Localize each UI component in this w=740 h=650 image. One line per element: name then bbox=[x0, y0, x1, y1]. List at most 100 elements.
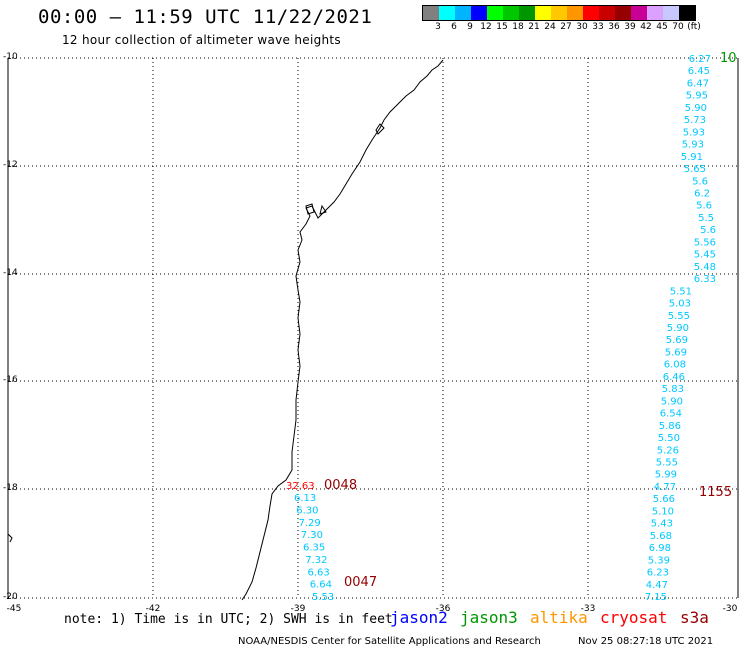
track-value-label: 5.90 bbox=[685, 103, 707, 114]
track-value-label: 5.69 bbox=[666, 335, 688, 346]
track-value-label: 5.73 bbox=[684, 115, 706, 126]
track-value-label: 6.63 bbox=[308, 567, 330, 578]
satellite-track-layer: 6.276.456.475.955.905.735.935.935.915.65… bbox=[286, 51, 737, 603]
scale-swatch bbox=[487, 6, 503, 20]
y-tick-label: -14 bbox=[3, 268, 18, 278]
track-value-label: 6.08 bbox=[664, 360, 686, 371]
x-tick-label: -42 bbox=[145, 604, 161, 614]
y-tick-label: -12 bbox=[3, 160, 18, 170]
track-value-label: 5.99 bbox=[655, 470, 677, 481]
track-value-label: 5.6 bbox=[692, 176, 708, 187]
scale-label: 27 bbox=[560, 22, 572, 32]
scale-swatch bbox=[631, 6, 647, 20]
track-value-label: 6.30 bbox=[296, 505, 318, 516]
scale-label: 18 bbox=[512, 22, 524, 32]
track-value-label: 5.83 bbox=[662, 384, 684, 395]
track-time-label: 0047 bbox=[344, 575, 377, 590]
track-value-label: 5.91 bbox=[681, 152, 703, 163]
scale-label: 24 bbox=[544, 22, 556, 32]
scale-swatch bbox=[439, 6, 455, 20]
scale-label: 70 bbox=[672, 22, 684, 32]
scale-swatch bbox=[519, 6, 535, 20]
track-value-label: 7.15 bbox=[645, 592, 667, 603]
track-value-label: 6.98 bbox=[649, 543, 671, 554]
track-value-label: 6.27 bbox=[689, 54, 711, 65]
x-tick-label: -30 bbox=[722, 604, 738, 614]
scale-label: 42 bbox=[640, 22, 652, 32]
track-value-label: 6.46 bbox=[663, 372, 685, 383]
scale-swatch bbox=[663, 6, 679, 20]
track-value-label: 5.55 bbox=[668, 311, 690, 322]
track-value-label: 6.13 bbox=[294, 493, 316, 504]
track-value-label: 5.95 bbox=[686, 91, 708, 102]
track-value-label: 6.45 bbox=[688, 66, 710, 77]
track-value-label: 5.55 bbox=[656, 458, 678, 469]
track-value-label: 6.35 bbox=[303, 543, 325, 554]
scale-label: 12 bbox=[480, 22, 492, 32]
scale-swatch bbox=[551, 6, 567, 20]
scale-label: 45 bbox=[656, 22, 668, 32]
track-value-label: 7.30 bbox=[301, 530, 323, 541]
map-title: 00:00 – 11:59 UTC 11/22/2021 bbox=[38, 6, 373, 28]
track-value-label: 6.23 bbox=[647, 568, 669, 579]
track-value-label: 5.68 bbox=[650, 531, 672, 542]
track-value-label: 5.65 bbox=[684, 164, 706, 175]
track-value-label: 6.47 bbox=[687, 78, 709, 89]
track-time-label: 0048 bbox=[324, 478, 357, 493]
legend-altika: altika bbox=[530, 608, 588, 627]
scale-label: 36 bbox=[608, 22, 620, 32]
track-value-label: 5.51 bbox=[670, 286, 692, 297]
track-value-label: 5.56 bbox=[694, 237, 716, 248]
x-tick-label: -45 bbox=[6, 604, 22, 614]
scale-swatch bbox=[423, 6, 439, 20]
track-value-label: 5.93 bbox=[682, 140, 704, 151]
track-value-label: 6.64 bbox=[310, 580, 332, 591]
track-value-label: 5.6 bbox=[700, 225, 716, 236]
track-value-label: 5.90 bbox=[667, 323, 689, 334]
track-value-label: 5.69 bbox=[665, 347, 687, 358]
y-tick-label: -10 bbox=[3, 52, 18, 62]
legend-cryosat: cryosat bbox=[600, 608, 668, 627]
scale-label: 39 bbox=[624, 22, 636, 32]
track-value-label: 6.33 bbox=[694, 274, 716, 285]
x-tick-label: -39 bbox=[290, 604, 306, 614]
track-value-label: 7.32 bbox=[305, 555, 327, 566]
scale-swatch bbox=[455, 6, 471, 20]
map-grid bbox=[7, 57, 739, 599]
track-value-label: 6.2 bbox=[694, 189, 710, 200]
track-value-label: 5.39 bbox=[648, 555, 670, 566]
footer-timestamp: Nov 25 08:27:18 UTC 2021 bbox=[578, 636, 714, 647]
y-tick-label: -20 bbox=[3, 592, 18, 602]
legend-jason3: jason3 bbox=[460, 608, 518, 627]
color-scale-labels: 3 6 9 12 15 18 21 24 27 30 33 36 39 42 45 70 (ft) bbox=[422, 22, 740, 34]
track-value-label: 6.54 bbox=[660, 409, 682, 420]
scale-label: 15 bbox=[496, 22, 508, 32]
track-value-label: 5.03 bbox=[669, 299, 691, 310]
scale-label: 21 bbox=[528, 22, 540, 32]
track-value-label: 5.26 bbox=[657, 445, 679, 456]
scale-label: (ft) bbox=[687, 22, 701, 32]
coastline bbox=[241, 59, 444, 601]
track-value-label: 5.93 bbox=[683, 127, 705, 138]
y-tick-label: -18 bbox=[3, 483, 18, 493]
footer-credit: NOAA/NESDIS Center for Satellite Applica… bbox=[238, 636, 541, 647]
track-value-label: 5.66 bbox=[653, 494, 675, 505]
scale-label: 6 bbox=[451, 22, 457, 32]
legend-note: note: 1) Time is in UTC; 2) SWH is in fe… bbox=[64, 612, 393, 627]
scale-swatch bbox=[583, 6, 599, 20]
scale-swatch bbox=[647, 6, 663, 20]
map-subtitle: 12 hour collection of altimeter wave hei… bbox=[62, 33, 341, 47]
track-value-label: 5.53 bbox=[312, 592, 334, 603]
track-value-label: 5.45 bbox=[694, 250, 716, 261]
scale-label: 9 bbox=[467, 22, 473, 32]
scale-swatch bbox=[471, 6, 487, 20]
track-value-label: 5.48 bbox=[694, 262, 716, 273]
scale-swatch bbox=[535, 6, 551, 20]
y-tick-label: -16 bbox=[3, 375, 18, 385]
track-value-label: 5.10 bbox=[652, 506, 674, 517]
scale-label: 33 bbox=[592, 22, 604, 32]
x-tick-label: -33 bbox=[580, 604, 596, 614]
track-value-label: 7.29 bbox=[299, 518, 321, 529]
track-value-label: 5.90 bbox=[661, 396, 683, 407]
